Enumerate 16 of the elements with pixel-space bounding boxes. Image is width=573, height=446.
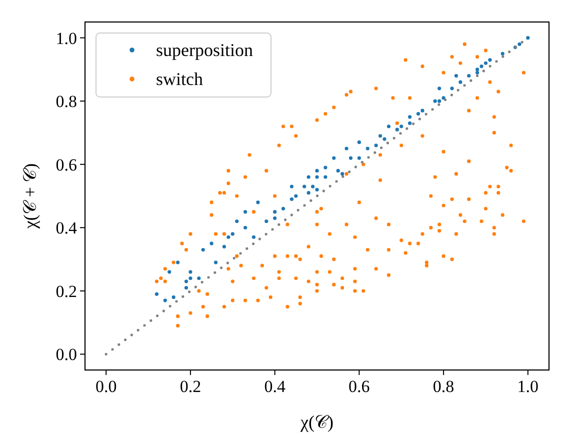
y-tick-label: 0.4 — [56, 218, 78, 238]
x-tick-label: 0.8 — [432, 377, 454, 396]
x-tick-label: 0.4 — [264, 377, 286, 396]
x-tick-label: 0.6 — [348, 377, 370, 396]
y-tick-label: 0.6 — [56, 155, 77, 174]
y-tick-label: 0.2 — [56, 282, 77, 301]
y-tick-label: 0.0 — [56, 345, 77, 364]
legend-label: switch — [156, 69, 203, 89]
legend-label: superposition — [156, 40, 253, 60]
y-axis-title: χ(𝒞 + 𝒞) — [20, 163, 40, 230]
x-tick-label: 0.0 — [95, 377, 117, 396]
y-tick-label: 1.0 — [56, 28, 77, 48]
x-tick-label: 1.0 — [517, 377, 539, 396]
x-axis-title: χ(𝒞) — [300, 412, 334, 432]
y-tick-label: 0.8 — [56, 92, 77, 112]
x-tick-label: 0.2 — [180, 377, 202, 396]
